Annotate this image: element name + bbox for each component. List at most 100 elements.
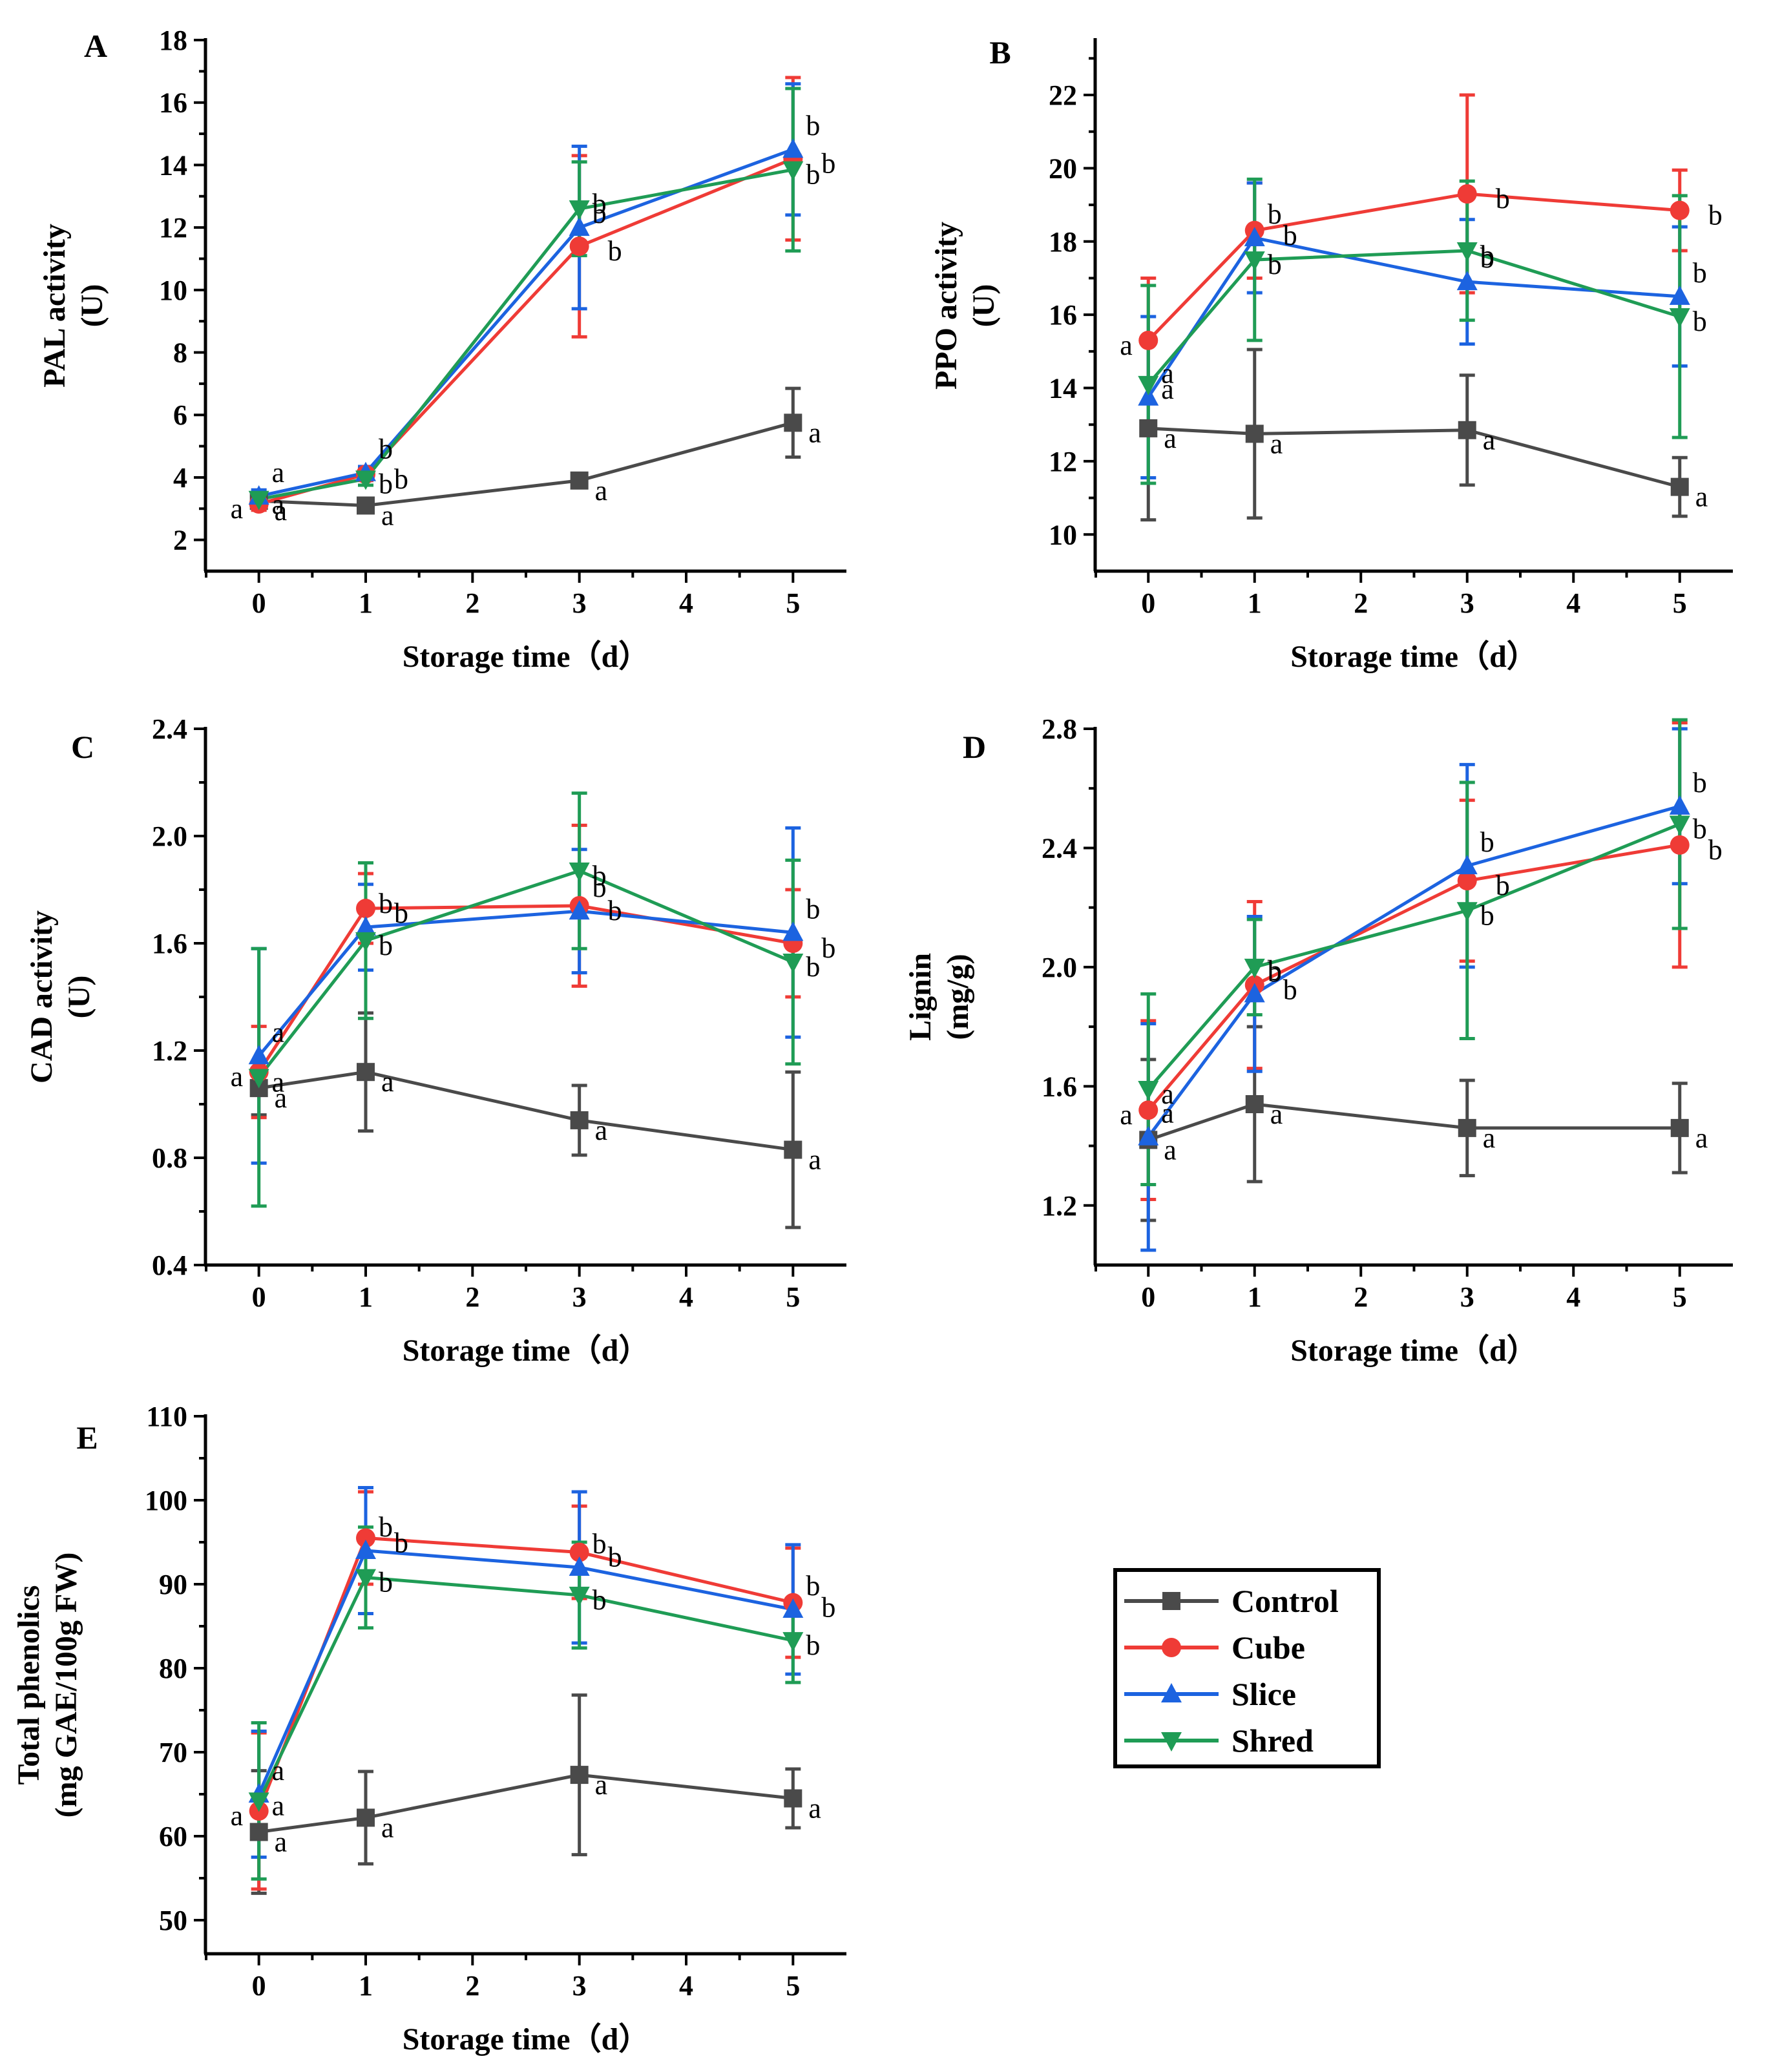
- legend-cube-swatch-marker: [1162, 1638, 1181, 1657]
- series-shred-point: [1244, 251, 1265, 271]
- series-shred-point: [1669, 308, 1690, 328]
- series-shred-significance-label: a: [272, 488, 285, 520]
- legend: Control Cube Slice Shred: [1113, 1568, 1381, 1768]
- series-slice-significance-label: b: [1693, 767, 1707, 799]
- series-cube-significance-label: b: [821, 932, 835, 964]
- series-shred-point: [1138, 1080, 1159, 1100]
- series-control-point: [249, 1823, 268, 1841]
- x-tick-label: 5: [1673, 1281, 1687, 1313]
- series-shred-point: [569, 862, 590, 882]
- x-tick-label: 1: [359, 1281, 373, 1313]
- x-tick-label: 0: [1141, 587, 1155, 619]
- series-cube-point: [1138, 330, 1158, 350]
- legend-cube-label: Cube: [1231, 1629, 1305, 1666]
- y-tick-label: 20: [1049, 152, 1077, 184]
- legend-control-swatch-marker: [1162, 1592, 1180, 1610]
- y-tick-label: 90: [159, 1569, 187, 1600]
- y-tick-label: 2.0: [152, 821, 187, 852]
- y-tick-label: 70: [159, 1737, 187, 1768]
- series-slice-point: [355, 916, 376, 936]
- panel-c-letter: C: [71, 729, 94, 765]
- series-shred-significance-label: a: [1161, 373, 1174, 405]
- series-shred-line: [1147, 822, 1681, 1091]
- series-cube-line: [257, 1536, 793, 1812]
- x-tick-label: 0: [252, 1281, 266, 1313]
- x-tick-label: 3: [572, 1970, 587, 2002]
- series-cube-significance-label: b: [394, 463, 408, 495]
- series-cube-point: [356, 1528, 375, 1548]
- legend-shred-swatch-marker: [1161, 1732, 1182, 1752]
- y-tick-label: 10: [1049, 519, 1077, 550]
- series-shred-significance-label: b: [1268, 249, 1282, 280]
- panel-c-y-label: CAD activity: [25, 910, 59, 1083]
- series-slice-significance-label: b: [379, 1511, 393, 1543]
- panel-d-y-label: Lignin: [903, 953, 938, 1041]
- y-tick-label: 16: [159, 87, 187, 119]
- y-tick-label: 12: [159, 212, 187, 244]
- series-control-significance-label: a: [808, 1793, 821, 1825]
- series-control-significance-label: a: [1270, 428, 1283, 459]
- series-shred-significance-label: b: [806, 159, 820, 191]
- y-tick-label: 6: [173, 399, 187, 431]
- series-shred-significance-label: a: [272, 1067, 285, 1098]
- series-slice-point: [1669, 795, 1690, 815]
- series-shred-significance-label: b: [806, 951, 820, 983]
- series-slice-significance-label: b: [592, 872, 607, 903]
- series-shred-point: [248, 1792, 269, 1812]
- series-shred-significance-label: b: [379, 930, 393, 961]
- series-cube-significance-label: b: [394, 1527, 408, 1559]
- series-control-point: [1245, 1095, 1264, 1113]
- x-tick-label: 3: [572, 587, 587, 619]
- series-control-significance-label: a: [595, 1769, 608, 1801]
- panel-c-y-label-unit: (U): [62, 976, 96, 1019]
- x-tick-label: 1: [1248, 1281, 1262, 1313]
- series-shred-point: [355, 932, 376, 952]
- series-slice-line: [1147, 236, 1680, 399]
- x-tick-label: 4: [1566, 587, 1580, 619]
- series-shred-point: [569, 200, 590, 220]
- y-tick-label: 1.2: [152, 1035, 187, 1067]
- series-control-point: [357, 496, 375, 515]
- panel-e-y-label: Total phenolics: [12, 1585, 46, 1785]
- series-shred-point: [569, 1586, 590, 1606]
- y-tick-label: 2.4: [1042, 832, 1077, 864]
- series-cube-significance-label: b: [1708, 834, 1723, 866]
- panel-a-x-label: Storage time（d）: [403, 640, 650, 674]
- panel-d-x-label: Storage time（d）: [1290, 1334, 1538, 1368]
- series-slice-line: [1147, 804, 1681, 1138]
- series-slice-point: [1138, 1125, 1159, 1146]
- series-cube-line: [258, 157, 794, 506]
- series-slice-point: [782, 921, 804, 941]
- series-slice-significance-label: a: [272, 457, 285, 488]
- series-control-significance-label: a: [275, 1826, 288, 1858]
- legend-slice-label: Slice: [1231, 1676, 1296, 1712]
- x-tick-label: 5: [786, 1970, 800, 2002]
- series-slice-point: [1456, 271, 1478, 291]
- series-slice-point: [569, 900, 590, 920]
- series-cube-significance-label: a: [231, 1061, 244, 1093]
- y-tick-label: 2.4: [152, 713, 187, 745]
- series-cube-significance-label: a: [1120, 330, 1133, 361]
- series-control-significance-label: a: [595, 1114, 608, 1146]
- series-slice-line: [257, 1549, 793, 1795]
- series-slice-significance-label: b: [379, 888, 393, 919]
- series-cube-point: [1138, 1100, 1158, 1120]
- y-tick-label: 4: [173, 462, 187, 494]
- panel-c-x-label: Storage time（d）: [403, 1334, 650, 1368]
- series-slice-significance-label: a: [1161, 358, 1174, 390]
- series-cube-point: [1457, 871, 1477, 891]
- series-control-significance-label: a: [1270, 1098, 1283, 1130]
- series-cube-significance-label: b: [821, 148, 835, 180]
- series-control-line: [258, 421, 793, 507]
- panel-b-letter: B: [989, 34, 1011, 70]
- series-control-point: [784, 413, 802, 432]
- series-shred-significance-label: b: [592, 1584, 607, 1616]
- series-control-significance-label: a: [275, 495, 288, 527]
- series-slice-point: [355, 1540, 376, 1559]
- series-shred-point: [1138, 375, 1159, 395]
- series-control-point: [357, 1808, 375, 1827]
- panel-b-y-label: PPO activity: [929, 222, 963, 390]
- x-tick-label: 3: [572, 1281, 587, 1313]
- series-slice-significance-label: a: [272, 1016, 285, 1048]
- x-tick-label: 0: [1141, 1281, 1155, 1313]
